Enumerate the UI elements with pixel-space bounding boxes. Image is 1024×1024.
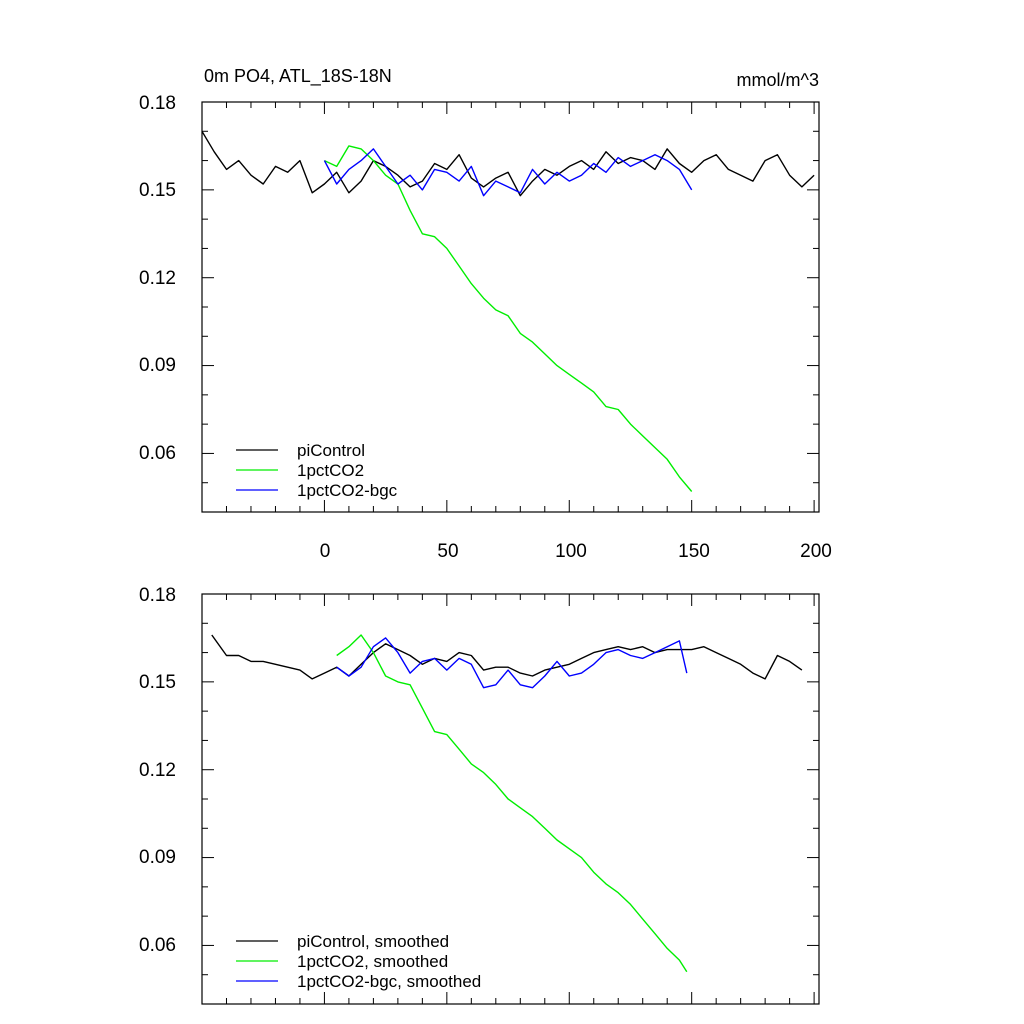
y-tick-label: 0.12 (139, 268, 176, 289)
legend-label: piControl, smoothed (297, 932, 449, 951)
series-line-picontrol-smoothed (211, 634, 803, 680)
y-tick-label: 0.09 (139, 355, 176, 376)
x-tick-label: 200 (800, 541, 832, 562)
legend-bottom: piControl, smoothed 1pctCO2, smoothed 1p… (236, 932, 481, 991)
x-tick-label: 100 (555, 541, 587, 562)
x-tick-labels-top: 0 50 100 150 200 (320, 541, 832, 562)
legend-label: 1pctCO2-bgc, smoothed (297, 972, 481, 991)
y-tick-label: 0.15 (139, 672, 176, 693)
legend-label: 1pctCO2-bgc (297, 481, 398, 500)
series-group-bottom (211, 634, 803, 973)
panel-bottom: 0.06 0.09 0.12 0.15 0.18 piControl, smoo… (139, 585, 820, 1005)
y-tick-label: 0.09 (139, 847, 176, 868)
y-tick-label: 0.15 (139, 180, 176, 201)
legend-label: 1pctCO2, smoothed (297, 952, 448, 971)
y-tick-label: 0.06 (139, 443, 176, 464)
y-tick-labels-top: 0.06 0.09 0.12 0.15 0.18 (139, 93, 176, 464)
series-line-1pctco2-bgc-smoothed (336, 637, 688, 689)
series-group-top (201, 130, 815, 492)
series-line-1pctco2-bgc (323, 148, 693, 197)
series-line-picontrol (201, 130, 815, 197)
tick-marks-bottom (202, 593, 819, 1005)
x-tick-label: 150 (678, 541, 710, 562)
x-tick-label: 0 (320, 541, 331, 562)
legend-label: 1pctCO2 (297, 461, 364, 480)
plot-area-bottom (201, 593, 820, 1005)
y-tick-label: 0.18 (139, 585, 176, 606)
series-line-1pctco2 (324, 145, 693, 492)
tick-marks-top (202, 101, 819, 513)
chart-title: 0m PO4, ATL_18S-18N (204, 66, 392, 87)
panel-top: 0m PO4, ATL_18S-18N mmol/m^3 0.06 0.09 0… (139, 66, 832, 562)
plot-area-top (201, 101, 820, 513)
series-line-1pctco2-smoothed (336, 634, 688, 973)
x-tick-label: 50 (437, 541, 458, 562)
y-tick-label: 0.18 (139, 93, 176, 114)
legend-label: piControl (297, 441, 365, 460)
units-label: mmol/m^3 (737, 70, 819, 90)
y-tick-labels-bottom: 0.06 0.09 0.12 0.15 0.18 (139, 585, 176, 956)
y-tick-label: 0.06 (139, 935, 176, 956)
legend-top: piControl 1pctCO2 1pctCO2-bgc (236, 441, 398, 500)
y-tick-label: 0.12 (139, 760, 176, 781)
